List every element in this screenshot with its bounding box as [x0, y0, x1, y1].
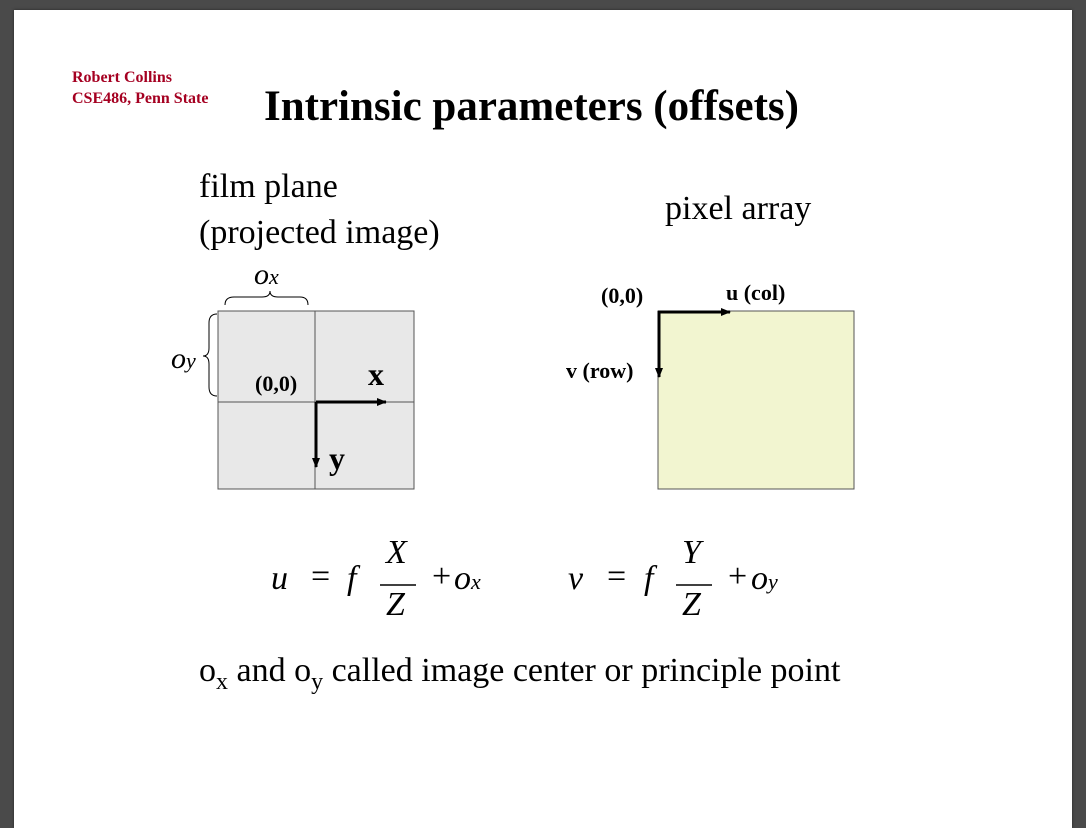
- author-affiliation: CSE486, Penn State: [72, 90, 209, 107]
- caption-ox-sub: x: [216, 668, 228, 695]
- eq-v-equals: =: [607, 558, 627, 595]
- pixel-array-box: [657, 310, 855, 490]
- ox-o: o: [254, 258, 269, 291]
- eq-u-denominator: Z: [386, 586, 405, 623]
- eq-v-f: f: [644, 560, 654, 597]
- eq-v-numerator: Y: [682, 534, 701, 571]
- oy-o: o: [171, 342, 186, 375]
- slide-title: Intrinsic parameters (offsets): [264, 83, 799, 130]
- pixel-origin-label: (0,0): [601, 283, 644, 308]
- eq-v-plus: +: [728, 558, 748, 595]
- eq-u-numerator: X: [386, 534, 407, 571]
- ox-sub: x: [269, 264, 279, 289]
- eq-u-offset: ox: [454, 560, 481, 598]
- film-origin-label: (0,0): [255, 371, 298, 396]
- caption: ox and oy called image center or princip…: [199, 652, 840, 696]
- film-plane-label: film plane: [199, 168, 338, 205]
- slide-page: Robert Collins CSE486, Penn State Intrin…: [14, 10, 1072, 828]
- oy-sub: y: [186, 348, 196, 373]
- eq-u-o: o: [454, 560, 471, 597]
- caption-rest: called image center or principle point: [323, 652, 841, 689]
- y-axis-label: y: [329, 440, 345, 476]
- v-axis-label: v (row): [566, 358, 634, 383]
- eq-u-f: f: [347, 560, 357, 597]
- caption-oy: o: [294, 652, 312, 689]
- ox-label: ox: [254, 258, 279, 292]
- caption-ox: o: [199, 652, 216, 689]
- u-axis-label: u (col): [726, 280, 786, 305]
- caption-oy-sub: y: [311, 668, 324, 695]
- film-plane-label-sub: (projected image): [199, 214, 440, 251]
- eq-u-plus: +: [432, 558, 452, 595]
- eq-v-o-sub: y: [768, 569, 778, 594]
- eq-u-o-sub: x: [471, 569, 481, 594]
- pixel-array-label: pixel array: [665, 190, 812, 227]
- eq-v-denominator: Z: [682, 586, 701, 623]
- eq-u-lhs: u: [271, 560, 288, 597]
- oy-brace: [202, 313, 218, 397]
- eq-v-o: o: [751, 560, 768, 597]
- diagrams-svg: [202, 290, 855, 586]
- eq-u-equals: =: [311, 558, 331, 595]
- eq-v-offset: oy: [751, 560, 778, 598]
- x-axis-label: x: [368, 356, 384, 392]
- author-block: Robert Collins CSE486, Penn State: [72, 67, 208, 109]
- eq-v-lhs: v: [568, 560, 584, 597]
- oy-label: oy: [171, 342, 196, 376]
- caption-and: and: [228, 652, 295, 689]
- ox-brace: [224, 290, 309, 306]
- author-name: Robert Collins: [72, 69, 172, 86]
